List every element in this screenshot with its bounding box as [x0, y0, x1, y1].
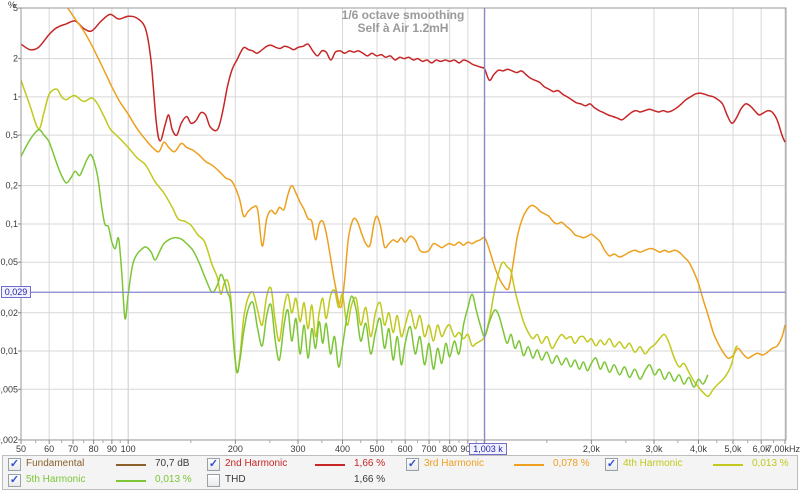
checkbox-5th-harmonic-checked[interactable]: ✓	[8, 474, 21, 487]
x-axis-label-7,00k: 7,00k	[767, 444, 790, 454]
legend-label-2nd-harmonic: 2nd Harmonic	[225, 458, 288, 469]
legend-value-2nd-harmonic: 1,66 %	[354, 458, 386, 469]
y-axis-label-0,02: 0,02	[0, 308, 18, 318]
chart-title-subject: Self à Air 1.2mH	[357, 21, 449, 35]
x-axis-label-4,0k: 4,0k	[690, 444, 708, 454]
x-axis-label-90: 90	[107, 444, 117, 454]
y-axis-label-2: 2	[13, 54, 18, 64]
y-axis-label-0,01: 0,01	[0, 346, 18, 356]
legend-line-swatch-5th-harmonic	[116, 480, 146, 482]
y-axis-label-0,2: 0,2	[5, 181, 18, 191]
y-axis-label-0,1: 0,1	[5, 219, 18, 229]
y-axis-label-0,002: 0,002	[0, 435, 18, 445]
x-axis-label-900: 900	[460, 444, 475, 454]
legend-item-2nd-harmonic: ✓ 2nd Harmonic 1,66 %	[202, 456, 400, 472]
legend-label-5th-harmonic: 5th Harmonic	[26, 474, 86, 485]
curve-3rd-harmonic	[66, 8, 786, 359]
legend-value-thd: 1,66 %	[354, 474, 386, 485]
curve-2nd-harmonic	[21, 13, 786, 143]
chart-title-smoothing: 1/6 octave smoothing	[341, 8, 465, 22]
legend-line-swatch-4th-harmonic	[713, 464, 743, 466]
x-axis-label-50: 50	[16, 444, 26, 454]
checkbox-2nd-harmonic-checked[interactable]: ✓	[207, 458, 220, 471]
x-axis-label-600: 600	[398, 444, 413, 454]
legend-item-5th-harmonic: ✓ 5th Harmonic 0,013 %	[3, 472, 201, 488]
legend-value-3rd-harmonic: 0,078 %	[553, 458, 590, 469]
legend-label-4th-harmonic: 4th Harmonic	[623, 458, 683, 469]
legend-row-2: ✓ 5th Harmonic 0,013 % THD 1,66 %	[3, 472, 797, 488]
x-axis-label-80: 80	[89, 444, 99, 454]
legend-value-5th-harmonic: 0,013 %	[155, 474, 192, 485]
legend-label-thd: THD	[225, 474, 246, 485]
x-axis-label-300: 300	[291, 444, 306, 454]
legend-value-4th-harmonic: 0,013 %	[752, 458, 789, 469]
y-axis-unit: %	[8, 0, 16, 10]
x-axis-label-60: 60	[44, 444, 54, 454]
curve-5th-harmonic	[21, 128, 709, 388]
legend-line-swatch-3rd-harmonic	[514, 464, 544, 466]
x-axis-label-700: 700	[422, 444, 437, 454]
x-axis-label-200: 200	[228, 444, 243, 454]
x-axis-label-100: 100	[121, 444, 136, 454]
checkbox-4th-harmonic-checked[interactable]: ✓	[605, 458, 618, 471]
legend-item-thd: THD 1,66 %	[202, 472, 400, 488]
legend-row-1: ✓ Fundamental 70,7 dB ✓ 2nd Harmonic 1,66 % ✓ 3…	[3, 456, 797, 472]
x-axis-label-5,0k: 5,0k	[724, 444, 742, 454]
y-axis-label-0,05: 0,05	[0, 257, 18, 267]
legend-label-fundamental: Fundamental	[26, 458, 85, 469]
legend-label-3rd-harmonic: 3rd Harmonic	[424, 458, 485, 469]
y-axis-label-5: 5	[13, 3, 18, 13]
x-axis-label-2,0k: 2,0k	[583, 444, 601, 454]
y-axis-label-1: 1	[13, 92, 18, 102]
curve-4th-harmonic	[21, 80, 739, 398]
x-axis-label-500: 500	[369, 444, 384, 454]
checkbox-3rd-harmonic-checked[interactable]: ✓	[406, 458, 419, 471]
y-axis-label-0,5: 0,5	[5, 130, 18, 140]
x-axis-label-400: 400	[335, 444, 350, 454]
cursor-value-readout[interactable]: 0,029	[1, 286, 31, 298]
legend-value-fundamental: 70,7 dB	[155, 458, 190, 469]
checkbox-fundamental-checked[interactable]: ✓	[8, 458, 21, 471]
legend-line-swatch-2nd-harmonic	[315, 464, 345, 466]
x-axis-label-6,0k: 6,0k	[753, 444, 771, 454]
x-axis-label-800: 800	[442, 444, 457, 454]
checkbox-thd-unchecked[interactable]	[207, 474, 220, 487]
legend-item-4th-harmonic: ✓ 4th Harmonic 0,013 %	[600, 456, 798, 472]
x-axis-label-70: 70	[68, 444, 78, 454]
x-axis-label-3,0k: 3,0k	[646, 444, 664, 454]
chart-title: 1/6 octave smoothing Self à Air 1.2mH	[342, 9, 465, 35]
legend-bar: ✓ Fundamental 70,7 dB ✓ 2nd Harmonic 1,66 % ✓ 3…	[2, 455, 798, 490]
legend-item-fundamental: ✓ Fundamental 70,7 dB	[3, 456, 201, 472]
cursor-frequency-readout[interactable]: 1,003 k	[469, 443, 507, 455]
y-axis-label-0,005: 0,005	[0, 384, 18, 394]
legend-item-3rd-harmonic: ✓ 3rd Harmonic 0,078 %	[401, 456, 599, 472]
legend-line-swatch-fundamental	[116, 464, 146, 466]
x-axis-unit: Hz	[789, 444, 800, 454]
